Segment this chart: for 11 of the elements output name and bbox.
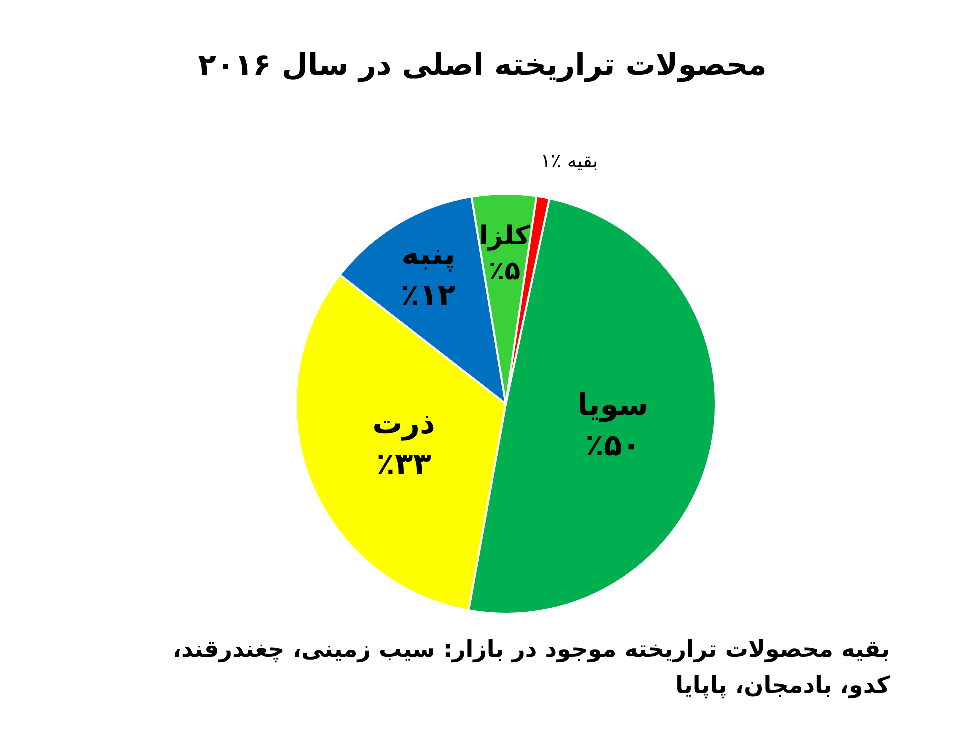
slice-label: ذرت bbox=[372, 406, 436, 442]
data-label: ٪۱۲ bbox=[401, 278, 456, 313]
text: بقیه محصولات تراریخته موجود در بازار: سیب زمینی، چغندرقند، کدو، بادمجان، پاپایا bbox=[172, 636, 890, 701]
slice-label: بقیه ٪۱ bbox=[540, 150, 598, 172]
data-label: ٪۵۰ bbox=[586, 428, 641, 464]
slice-label: کلزا bbox=[479, 221, 532, 252]
chart-title: محصولات تراریخته اصلی در سال ۲۰۱۶ bbox=[197, 48, 768, 83]
slice-label: پنبه bbox=[402, 237, 456, 272]
data-label: ٪۳۳ bbox=[376, 446, 432, 482]
slice-label: سویا bbox=[578, 388, 649, 424]
data-label: ٪۵ bbox=[488, 256, 521, 286]
